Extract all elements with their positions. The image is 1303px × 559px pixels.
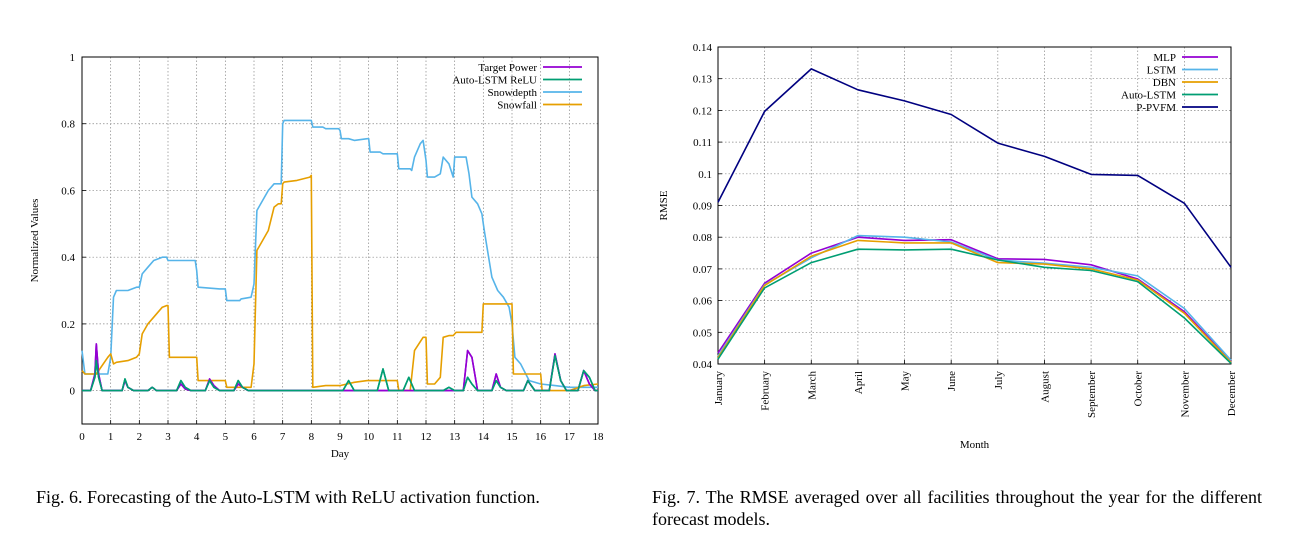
fig6-ytick-label: 0	[70, 386, 76, 398]
fig7-rmse-chart: January February March April May June July Augu…	[658, 42, 1238, 451]
fig7-xtick-label: November	[1179, 371, 1191, 418]
fig7-legend-label: P-PVFM	[1136, 102, 1176, 114]
fig6-xtick-label: 7	[280, 431, 286, 443]
fig6-xtick-label: 6	[251, 431, 257, 443]
fig6-xtick-label: 15	[507, 431, 519, 443]
fig6-xtick-label: 8	[309, 431, 315, 443]
fig6-xtick-label: 14	[478, 431, 490, 443]
fig7-xtick-label: July	[993, 371, 1005, 390]
fig7-ytick-label: 0.05	[693, 327, 713, 339]
fig6-xtick-label: 9	[337, 431, 343, 443]
fig6-legend-label: Snowdepth	[488, 87, 538, 99]
fig6-xtick-label: 5	[223, 431, 229, 443]
fig6-xtick-label: 18	[593, 431, 605, 443]
fig7-xtick-label: August	[1039, 371, 1051, 403]
fig6-ytick-label: 1	[70, 52, 76, 64]
fig6-caption: Fig. 6. Forecasting of the Auto-LSTM wit…	[36, 487, 540, 507]
fig7-ytick-label: 0.04	[693, 359, 713, 371]
fig6-y-axis-label: Normalized Values	[29, 199, 41, 283]
fig7-xtick-label: May	[900, 371, 912, 392]
fig6-series-line-snowfall	[81, 174, 599, 392]
fig6-ytick-label: 0.2	[61, 319, 75, 331]
fig6-xtick-label: 17	[564, 431, 576, 443]
fig6-xtick-label: 1	[108, 431, 114, 443]
fig6-xtick-label: 2	[137, 431, 143, 443]
fig7-ytick-label: 0.08	[693, 232, 713, 244]
fig7-series-line-lstm	[717, 234, 1232, 361]
fig7-ytick-label: 0.06	[693, 296, 713, 308]
fig6-xtick-label: 10	[363, 431, 375, 443]
fig7-ytick-label: 0.14	[693, 42, 713, 54]
fig7-ytick-label: 0.12	[693, 105, 712, 117]
fig7-legend-label: LSTM	[1147, 65, 1177, 77]
fig7-xtick-label: December	[1226, 371, 1238, 417]
fig7-xtick-label: September	[1086, 371, 1098, 418]
fig6-legend-label: Snowfall	[497, 100, 537, 112]
fig6-ytick-label: 0.8	[61, 119, 75, 131]
fig6-legend-label: Auto-LSTM ReLU	[452, 75, 537, 87]
fig7-xtick-label: January	[713, 371, 725, 406]
fig6-xtick-label: 4	[194, 431, 200, 443]
fig6-plot-frame	[81, 56, 599, 425]
fig6-ytick-label: 0.4	[61, 252, 75, 264]
fig6-xtick-label: 16	[535, 431, 547, 443]
fig7-ytick-label: 0.07	[693, 264, 713, 276]
fig7-xtick-label: October	[1133, 371, 1145, 407]
fig6-x-axis-label: Day	[331, 448, 350, 460]
fig7-ytick-label: 0.13	[693, 74, 713, 86]
fig6-legend-label: Target Power	[478, 62, 537, 74]
fig7-ytick-label: 0.09	[693, 201, 713, 213]
fig7-legend-label: Auto-LSTM	[1121, 90, 1176, 102]
fig7-plot-frame	[717, 46, 1232, 365]
fig6-xtick-label: 0	[79, 431, 85, 443]
fig7-y-axis-label: RMSE	[658, 190, 670, 220]
fig7-legend-label: MLP	[1153, 52, 1176, 64]
fig6-xtick-label: 3	[165, 431, 171, 443]
fig7-xtick-label: February	[760, 371, 772, 411]
fig6-ytick-label: 0.6	[61, 185, 75, 197]
fig7-xtick-label: March	[806, 371, 818, 400]
fig7-series-line-auto-lstm	[717, 248, 1232, 364]
fig7-ytick-label: 0.11	[693, 137, 712, 149]
fig7-caption: Fig. 7. The RMSE averaged over all facil…	[652, 487, 1262, 529]
fig7-series-line-p-pvfm	[717, 68, 1232, 268]
fig7-x-axis-label: Month	[960, 439, 990, 451]
fig6-xtick-label: 11	[392, 431, 403, 443]
fig7-series-line-dbn	[717, 239, 1232, 363]
fig7-legend-label: DBN	[1153, 77, 1176, 89]
fig6-xtick-label: 12	[421, 431, 432, 443]
fig7-series-line-mlp	[717, 236, 1232, 363]
fig7-xtick-label: June	[946, 371, 958, 391]
fig7-ytick-label: 0.1	[698, 169, 712, 181]
fig7-xtick-label: April	[853, 371, 865, 394]
fig6-series-line-snowdepth	[81, 119, 598, 389]
fig6-series-overlay-auto-lstm-relu	[82, 354, 598, 392]
fig6-snow-forecast-chart: 0 1 2 3 4 5 6 7 8 9 10 11 12 13 14 15 16 17 1800.20.40.60.…	[29, 52, 604, 460]
fig6-xtick-label: 13	[449, 431, 461, 443]
